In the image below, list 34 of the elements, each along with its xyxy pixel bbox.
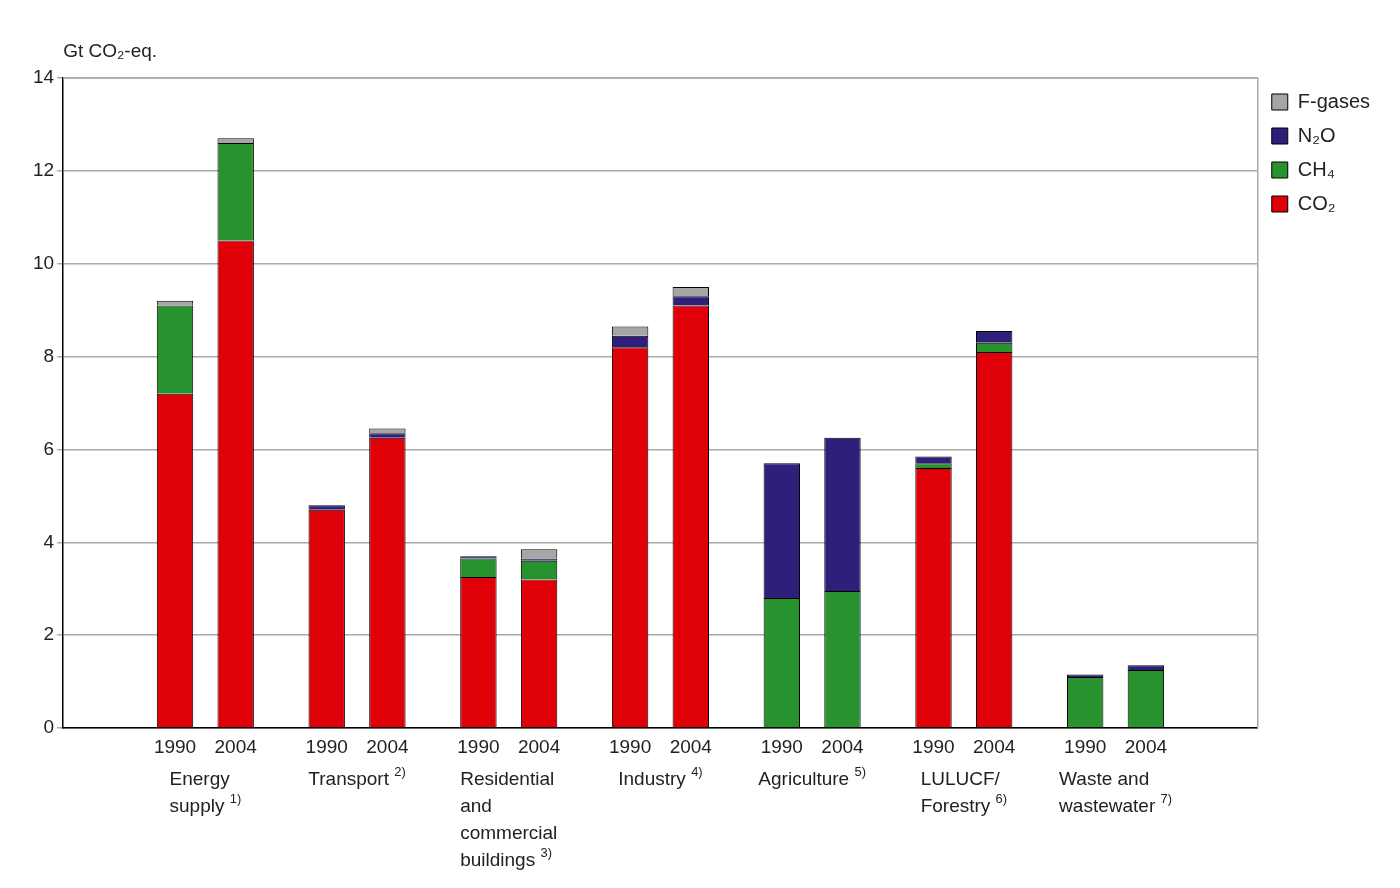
text: Transport 2) [308,764,406,789]
y-tick-label: 8 [43,344,55,366]
x-tick-label: 1990 [153,735,197,757]
text: Industry 4) [618,764,703,789]
x-tick-label: 2004 [1124,735,1168,757]
x-tick-label: 1990 [760,735,803,757]
legend-label: F-gases [1297,89,1370,112]
text: Waste and wastewater 7) [1058,767,1172,816]
x-tick-label: 2004 [366,735,409,757]
y-tick-label: 6 [43,437,55,459]
y-tick-label: 14 [32,66,55,88]
y-tick-label: 0 [43,716,55,738]
x-tick-label: 1990 [305,735,348,757]
y-tick-label: 12 [32,159,55,181]
x-tick-label: 2004 [214,735,258,757]
legend-label: CO₂ [1297,191,1336,214]
x-tick-label: 2004 [821,735,865,757]
legend-label: CH₄ [1297,157,1335,180]
x-tick-label: 1990 [912,735,955,757]
text: Agriculture 5) [758,764,866,789]
x-tick-label: 1990 [457,735,500,757]
legend-label: N₂O [1297,123,1336,146]
y-tick-label: 10 [32,251,55,273]
x-tick-label: 1990 [1064,735,1107,757]
x-tick-label: 1990 [608,735,652,757]
text: Residential and commercial buildings 3) [460,767,558,870]
x-tick-label: 2004 [669,735,713,757]
text: Energy supply 1) [169,767,242,816]
x-tick-label: 2004 [973,735,1016,757]
y-axis-title: Gt CO₂-eq. [63,39,158,61]
y-tick-label: 2 [43,623,55,645]
text: LULUCF/ Forestry 6) [920,767,1008,816]
y-tick-label: 4 [43,530,55,552]
x-tick-label: 2004 [517,735,561,757]
